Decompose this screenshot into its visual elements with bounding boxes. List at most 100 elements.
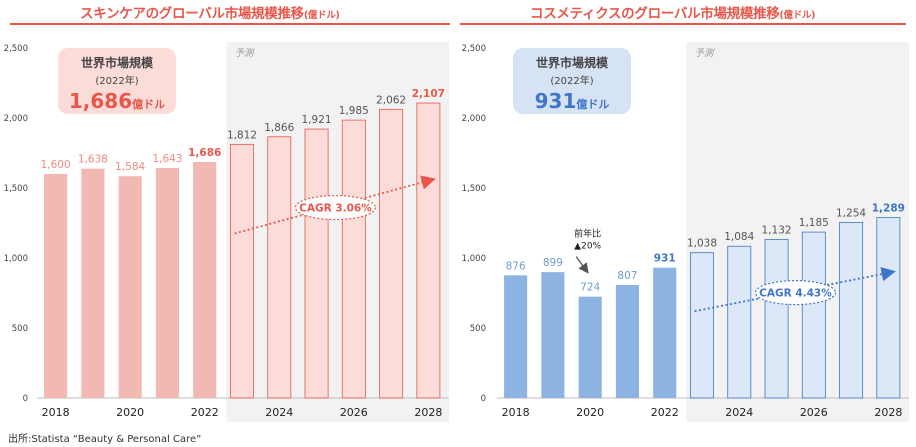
skincare-value-label: 1,866 bbox=[264, 122, 294, 134]
cosmetics-y-tick-label: 0 bbox=[481, 394, 486, 404]
cosmetics-bar bbox=[578, 296, 602, 398]
callout-value: 931 bbox=[534, 89, 577, 113]
cosmetics-cagr-label: CAGR 4.43% bbox=[759, 288, 832, 300]
cosmetics-bar bbox=[615, 285, 640, 398]
cosmetics-value-label: 724 bbox=[580, 282, 600, 294]
callout-value: 1,686 bbox=[68, 89, 133, 113]
cosmetics-bar bbox=[876, 217, 901, 399]
skincare-value-label: 1,584 bbox=[115, 161, 145, 173]
skincare-bar bbox=[81, 168, 105, 398]
cosmetics-chart-title: コスメティクスのグローバル市場規模推移(億ドル) bbox=[530, 2, 815, 22]
skincare-forecast-region bbox=[226, 42, 449, 422]
callout-year: (2022年) bbox=[550, 76, 594, 87]
source-note: 出所:Statista “Beauty & Personal Care” bbox=[8, 434, 202, 445]
cosmetics-bar bbox=[653, 267, 677, 398]
cosmetics-value-label: 807 bbox=[617, 270, 637, 282]
skincare-x-tick-label: 2018 bbox=[42, 406, 70, 419]
skincare-x-tick-label: 2028 bbox=[414, 406, 442, 419]
cosmetics-bar bbox=[504, 275, 528, 398]
skincare-value-label: 2,062 bbox=[376, 94, 406, 106]
skincare-forecast-label: 予測 bbox=[234, 48, 255, 59]
skincare-value-label: 1,686 bbox=[188, 147, 221, 159]
cosmetics-bar bbox=[839, 222, 864, 399]
skincare-cagr-label: CAGR 3.06% bbox=[299, 203, 372, 215]
callout-unit: 億ドル bbox=[576, 98, 610, 111]
skincare-bar bbox=[379, 108, 404, 399]
skincare-x-tick-label: 2024 bbox=[265, 406, 293, 419]
skincare-value-label: 1,985 bbox=[339, 105, 369, 117]
cosmetics-x-tick-label: 2022 bbox=[651, 406, 679, 419]
cosmetics-value-label: 931 bbox=[654, 253, 676, 265]
cosmetics-y-tick-label: 1,000 bbox=[462, 254, 486, 264]
cosmetics-y-tick-label: 500 bbox=[470, 324, 486, 334]
cosmetics-cagr-ellipse bbox=[754, 280, 837, 306]
cosmetics-bar-chart: 予測 0 500 1,000 1,500 2,000 2,500 876 2018 899 724 2… bbox=[462, 42, 909, 422]
cosmetics-value-label: 1,289 bbox=[872, 203, 905, 215]
cosmetics-value-label: 899 bbox=[543, 257, 563, 269]
cosmetics-y-tick-label: 2,000 bbox=[462, 114, 486, 124]
cosmetics-forecast-region bbox=[686, 42, 909, 422]
skincare-bar-chart: 予測 0 500 1,000 1,500 2,000 2,500 1,600 2018 1,638… bbox=[4, 42, 449, 422]
cosmetics-bar bbox=[801, 231, 826, 399]
skincare-bar bbox=[118, 176, 142, 398]
skincare-x-tick-label: 2020 bbox=[116, 406, 144, 419]
cosmetics-value-label: 1,254 bbox=[836, 207, 866, 219]
cosmetics-annotation-line2: ▲20% bbox=[574, 242, 601, 252]
skincare-value-label: 1,921 bbox=[302, 114, 332, 126]
skincare-cagr-ellipse bbox=[294, 194, 377, 221]
skincare-x-tick-label: 2026 bbox=[340, 406, 368, 419]
callout-value-row: 931億ドル bbox=[513, 89, 631, 113]
cosmetics-annotation-line1: 前年比 bbox=[574, 228, 601, 240]
skincare-bar bbox=[193, 161, 217, 398]
skincare-value-label: 2,107 bbox=[412, 88, 445, 100]
skincare-y-tick-label: 1,000 bbox=[4, 254, 28, 264]
cosmetics-value-label: 1,084 bbox=[724, 231, 754, 243]
cosmetics-y-tick-label: 1,500 bbox=[462, 184, 486, 194]
callout-label: 世界市場規模 bbox=[80, 56, 153, 70]
skincare-y-tick-label: 0 bbox=[23, 394, 28, 404]
skincare-y-tick-label: 2,500 bbox=[4, 44, 28, 54]
cosmetics-bar bbox=[764, 239, 789, 399]
cosmetics-x-tick-label: 2024 bbox=[725, 406, 753, 419]
skincare-bar bbox=[44, 174, 68, 398]
skincare-market-size-callout: 世界市場規模 (2022年) 1,686億ドル bbox=[58, 48, 176, 114]
cosmetics-value-label: 1,038 bbox=[687, 238, 717, 250]
cosmetics-x-tick-label: 2018 bbox=[502, 406, 530, 419]
cosmetics-y-tick-label: 2,500 bbox=[462, 44, 486, 54]
skincare-bar bbox=[230, 143, 254, 399]
skincare-x-tick-label: 2022 bbox=[191, 406, 219, 419]
cosmetics-bar bbox=[541, 272, 565, 398]
skincare-chart-title: スキンケアのグローバル市場規模推移(億ドル) bbox=[80, 2, 340, 22]
skincare-value-label: 1,638 bbox=[78, 154, 108, 166]
callout-label: 世界市場規模 bbox=[535, 56, 608, 70]
cosmetics-x-tick-label: 2028 bbox=[874, 406, 902, 419]
skincare-title-unit: (億ドル) bbox=[303, 10, 340, 21]
cosmetics-value-label: 876 bbox=[506, 260, 526, 272]
callout-value-row: 1,686億ドル bbox=[58, 89, 176, 113]
skincare-bar bbox=[341, 119, 366, 399]
skincare-bar bbox=[155, 167, 180, 398]
cosmetics-annotation-arrow bbox=[575, 256, 589, 274]
skincare-value-label: 1,600 bbox=[41, 159, 71, 171]
cosmetics-bar bbox=[727, 245, 752, 399]
skincare-title-underline bbox=[10, 23, 450, 25]
cosmetics-value-label: 1,185 bbox=[799, 217, 829, 229]
cosmetics-bar bbox=[690, 252, 714, 399]
skincare-title-text: スキンケアのグローバル市場規模推移 bbox=[80, 6, 304, 22]
cosmetics-title-text: コスメティクスのグローバル市場規模推移 bbox=[530, 6, 780, 22]
cosmetics-title-unit: (億ドル) bbox=[779, 10, 816, 21]
callout-year: (2022年) bbox=[95, 76, 139, 87]
cosmetics-market-size-callout: 世界市場規模 (2022年) 931億ドル bbox=[513, 48, 631, 114]
cosmetics-value-label: 1,132 bbox=[762, 225, 792, 237]
callout-unit: 億ドル bbox=[132, 98, 166, 111]
cosmetics-x-tick-label: 2026 bbox=[800, 406, 828, 419]
cosmetics-x-tick-label: 2020 bbox=[576, 406, 604, 419]
skincare-value-label: 1,643 bbox=[152, 153, 182, 165]
skincare-y-tick-label: 2,000 bbox=[4, 114, 28, 124]
skincare-bar bbox=[267, 136, 292, 399]
skincare-y-tick-label: 500 bbox=[12, 324, 28, 334]
skincare-value-label: 1,812 bbox=[227, 129, 257, 141]
cosmetics-forecast-label: 予測 bbox=[694, 48, 715, 59]
skincare-y-tick-label: 1,500 bbox=[4, 184, 28, 194]
cosmetics-title-underline bbox=[460, 23, 906, 25]
